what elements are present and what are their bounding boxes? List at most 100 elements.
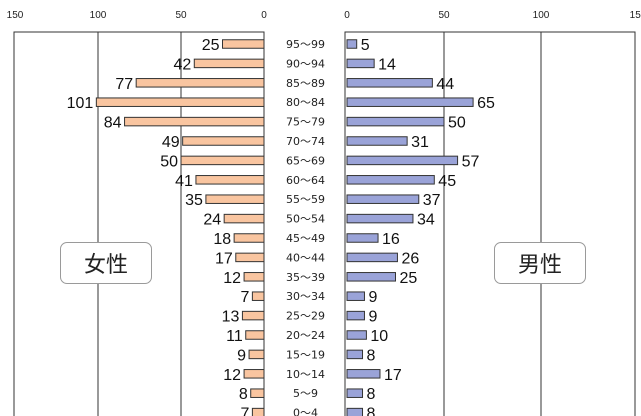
age-group-label: 0～4 (293, 407, 318, 416)
male-bar (346, 97, 474, 107)
male-bar (346, 252, 398, 263)
male-bar (346, 291, 365, 301)
female-bar (95, 97, 265, 107)
male-bar (346, 388, 364, 398)
age-group-label: 70～74 (286, 135, 325, 148)
female-bar (243, 369, 265, 379)
female-value-label: 12 (223, 367, 241, 384)
male-value-label: 37 (423, 192, 441, 209)
female-bar (193, 58, 265, 69)
age-group-label: 75～79 (286, 116, 325, 129)
male-bar (346, 233, 379, 243)
male-bar (346, 369, 381, 379)
male-tick-label: 150 (630, 10, 641, 21)
age-group-label: 25～29 (286, 310, 325, 323)
male-value-label: 5 (361, 37, 370, 54)
female-value-label: 7 (240, 406, 249, 416)
male-value-label: 65 (477, 95, 495, 112)
male-value-label: 9 (368, 289, 377, 306)
male-value-label: 50 (448, 115, 466, 132)
age-group-label: 55～59 (286, 193, 325, 206)
age-group-label: 60～64 (286, 174, 325, 187)
male-bar (346, 116, 445, 127)
female-value-label: 24 (203, 212, 221, 229)
female-bar (182, 136, 265, 146)
female-tick-label: 50 (175, 10, 187, 21)
legend-male: 男性 (494, 242, 586, 284)
female-bar (245, 330, 265, 340)
female-value-label: 8 (239, 386, 248, 403)
male-bar (346, 272, 396, 282)
female-bar (235, 252, 265, 263)
female-value-label: 12 (223, 270, 241, 287)
female-tick-label: 150 (7, 10, 24, 21)
female-value-label: 17 (215, 250, 233, 267)
male-value-label: 9 (368, 309, 377, 326)
male-value-label: 8 (367, 406, 376, 416)
male-bar (346, 349, 364, 360)
female-bar (250, 388, 265, 398)
female-bar (251, 407, 265, 416)
male-bar (346, 310, 365, 321)
male-value-label: 31 (411, 134, 429, 151)
female-bar (135, 78, 265, 88)
male-tick-label: 100 (533, 10, 550, 21)
female-value-label: 49 (162, 134, 180, 151)
male-bar (346, 78, 433, 88)
female-value-label: 11 (226, 328, 243, 345)
age-group-label: 15～19 (286, 348, 325, 361)
age-group-label: 65～69 (286, 154, 325, 167)
male-value-label: 57 (462, 153, 480, 170)
male-bar (346, 330, 367, 340)
age-group-label: 85～89 (286, 77, 325, 90)
male-tick-label: 0 (344, 10, 350, 21)
female-value-label: 25 (202, 37, 220, 54)
grid-lines (97, 32, 542, 416)
male-bar (346, 39, 358, 49)
male-value-label: 44 (436, 76, 454, 93)
female-bar (241, 310, 265, 321)
male-tick-label: 50 (438, 10, 450, 21)
male-bar (346, 58, 375, 69)
axis-ticks: 150 100 50 0 0 50 100 150 (7, 10, 641, 21)
female-value-label: 41 (175, 173, 193, 190)
male-value-label: 14 (378, 56, 396, 73)
female-bar (248, 349, 265, 360)
age-group-label: 20～24 (286, 329, 325, 342)
male-bar (346, 194, 420, 204)
female-value-label: 13 (222, 309, 240, 326)
male-value-label: 8 (367, 386, 376, 403)
male-value-label: 25 (400, 270, 418, 287)
age-group-label: 30～34 (286, 290, 325, 303)
male-value-label: 10 (370, 328, 388, 345)
age-group-label: 50～54 (286, 213, 325, 226)
age-group-label: 80～84 (286, 96, 325, 109)
male-bar (346, 213, 414, 224)
male-bar (346, 407, 364, 416)
female-value-label: 50 (160, 153, 178, 170)
female-bar (222, 39, 265, 49)
female-bar (180, 155, 265, 166)
female-value-label: 35 (185, 192, 203, 209)
male-bar (346, 175, 435, 185)
male-value-label: 8 (367, 347, 376, 364)
female-bar (124, 116, 265, 127)
male-value-label: 16 (382, 231, 400, 248)
legend-female: 女性 (60, 242, 152, 284)
male-plot-frame (344, 31, 636, 416)
female-value-label: 101 (67, 95, 94, 112)
male-value-label: 34 (417, 212, 435, 229)
male-bar (346, 155, 459, 166)
male-bar (346, 136, 408, 146)
female-tick-label: 100 (90, 10, 107, 21)
male-value-label: 26 (401, 250, 419, 267)
age-group-label: 40～44 (286, 251, 325, 264)
female-bar (251, 291, 265, 301)
female-plot-frame (13, 31, 265, 416)
female-value-label: 84 (104, 115, 122, 132)
age-group-label: 95～99 (286, 38, 325, 51)
female-value-label: 77 (115, 76, 133, 93)
female-bar (243, 272, 265, 282)
